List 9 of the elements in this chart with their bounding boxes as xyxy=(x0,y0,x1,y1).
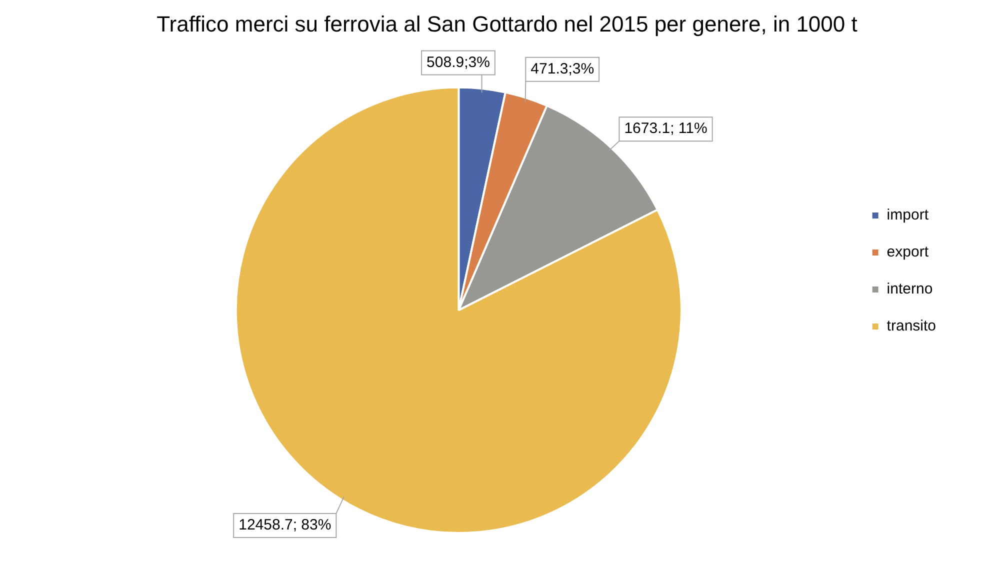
legend-label: transito xyxy=(886,318,936,335)
data-label: 471.3;3% xyxy=(530,60,594,78)
data-label: 12458.7; 83% xyxy=(238,516,332,534)
legend-label: interno xyxy=(886,280,933,298)
data-label: 1673.1; 11% xyxy=(624,120,708,138)
data-label: 508.9;3% xyxy=(426,54,490,71)
chart-title: Traffico merci su ferrovia al San Gottardo nel 2015 per genere, in 1000 t xyxy=(156,11,858,36)
legend-label: import xyxy=(886,206,930,224)
legend-label: export xyxy=(886,244,930,261)
